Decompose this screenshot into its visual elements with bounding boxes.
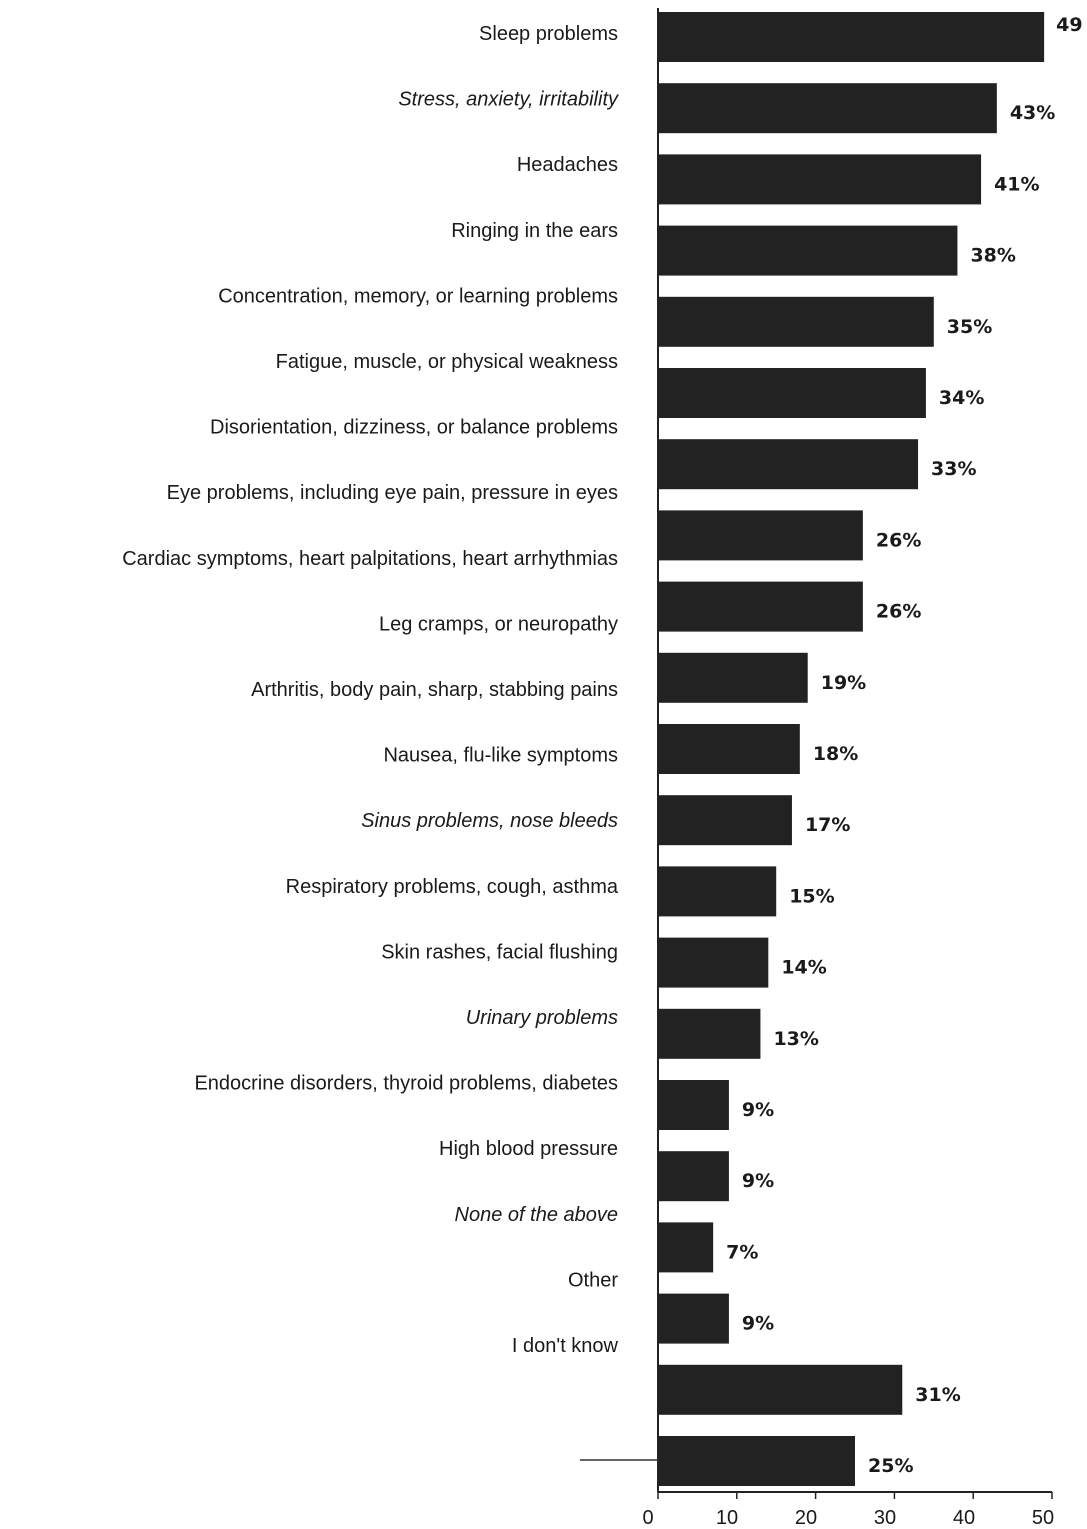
category-label: Sleep problems xyxy=(479,23,618,45)
category-label: None of the above xyxy=(455,1204,618,1226)
value-label: 17% xyxy=(805,814,850,836)
bar xyxy=(658,1080,729,1130)
value-label: 49 xyxy=(1056,14,1082,36)
category-label: Nausea, flu-like symptoms xyxy=(383,745,618,767)
category-label: High blood pressure xyxy=(439,1138,618,1160)
bar xyxy=(658,937,769,988)
x-tick-label: 30 xyxy=(874,1507,896,1529)
value-label: 9% xyxy=(742,1313,774,1335)
x-tick-label: 40 xyxy=(953,1507,975,1529)
value-label: 38% xyxy=(970,245,1015,267)
bar xyxy=(658,652,808,703)
bar xyxy=(658,581,863,632)
bars-group xyxy=(658,12,1045,1486)
category-label: I don't know xyxy=(512,1335,619,1357)
category-label: Stress, anxiety, irritability xyxy=(398,89,619,111)
bar xyxy=(658,510,863,561)
value-label: 7% xyxy=(726,1241,758,1263)
category-label: Other xyxy=(568,1269,618,1291)
value-label: 41% xyxy=(994,173,1039,195)
bar xyxy=(658,1436,855,1486)
bar xyxy=(658,1008,761,1059)
category-label: Cardiac symptoms, heart palpitations, he… xyxy=(122,548,618,570)
category-labels-group: Sleep problems Stress, anxiety, irritabil… xyxy=(122,23,619,1357)
category-label: Fatigue, muscle, or physical weakness xyxy=(276,351,618,373)
value-label: 31% xyxy=(915,1384,960,1406)
value-label: 14% xyxy=(781,957,826,979)
category-label: Headaches xyxy=(517,154,618,176)
x-tick-label: 50 xyxy=(1032,1507,1054,1529)
category-label: Eye problems, including eye pain, pressu… xyxy=(167,482,618,504)
bar xyxy=(658,724,800,774)
category-label: Endocrine disorders, thyroid problems, d… xyxy=(194,1073,618,1095)
category-label: Arthritis, body pain, sharp, stabbing pa… xyxy=(251,679,618,701)
bar xyxy=(658,296,934,347)
x-ticks-group: 0 10 20 30 40 50 xyxy=(642,1492,1054,1529)
value-labels-group: 49 43% 41% 38% 35% 34% 33% 26% 26% 19% 18% 17% 15% 14… xyxy=(726,14,1082,1477)
category-label: Ringing in the ears xyxy=(451,220,618,242)
value-label: 26% xyxy=(876,529,921,551)
value-label: 25% xyxy=(868,1455,913,1477)
value-label: 18% xyxy=(813,743,858,765)
category-label: Respiratory problems, cough, asthma xyxy=(286,876,619,898)
value-label: 35% xyxy=(947,316,992,338)
value-label: 15% xyxy=(789,885,834,907)
value-label: 34% xyxy=(939,387,984,409)
value-label: 9% xyxy=(742,1099,774,1121)
value-label: 43% xyxy=(1010,102,1055,124)
bar xyxy=(658,12,1045,62)
x-tick-label: 10 xyxy=(716,1507,738,1529)
value-label: 33% xyxy=(931,458,976,480)
x-tick-label: 20 xyxy=(795,1507,817,1529)
value-label: 19% xyxy=(821,672,866,694)
bar xyxy=(658,795,792,846)
category-label: Disorientation, dizziness, or balance pr… xyxy=(210,417,618,439)
bar xyxy=(658,1222,714,1273)
x-tick-label: 0 xyxy=(642,1507,653,1529)
bar xyxy=(658,1364,903,1415)
bar xyxy=(658,225,958,276)
value-label: 26% xyxy=(876,601,921,623)
category-label: Leg cramps, or neuropathy xyxy=(379,613,618,635)
bar xyxy=(658,439,919,490)
bar xyxy=(658,83,997,134)
category-label: Urinary problems xyxy=(466,1007,618,1029)
bar xyxy=(658,1293,729,1344)
value-label: 13% xyxy=(773,1028,818,1050)
bar xyxy=(658,1151,729,1202)
category-label: Skin rashes, facial flushing xyxy=(381,941,618,963)
category-label: Sinus problems, nose bleeds xyxy=(361,810,618,832)
value-label: 9% xyxy=(742,1170,774,1192)
bar xyxy=(658,154,982,205)
bar xyxy=(658,368,926,418)
category-label: Concentration, memory, or learning probl… xyxy=(218,285,618,307)
bar xyxy=(658,866,777,917)
